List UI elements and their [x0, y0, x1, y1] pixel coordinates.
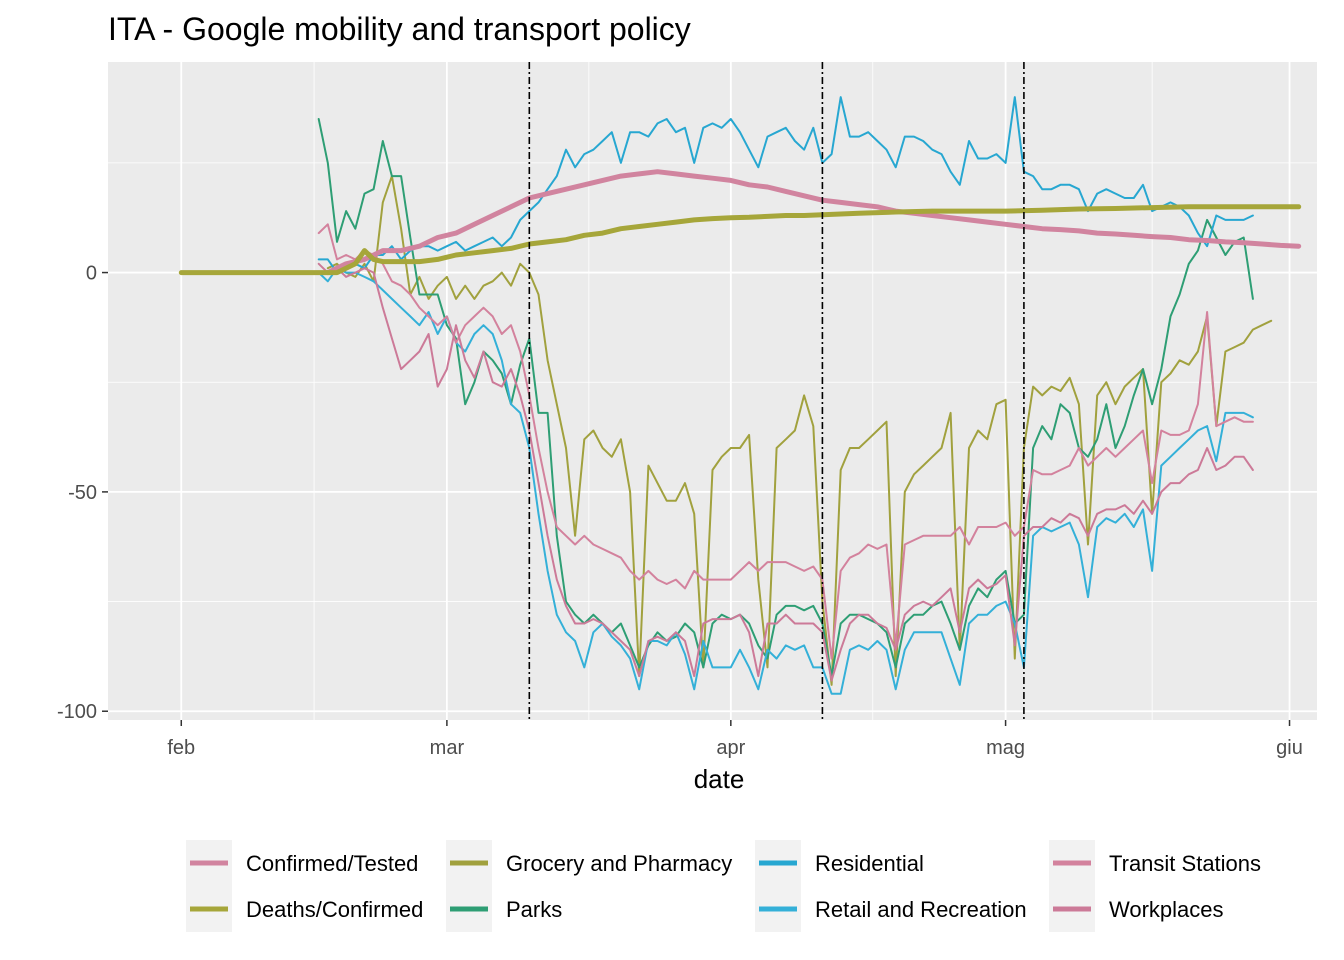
series-lines — [178, 96, 1302, 695]
legend: Confirmed/Tested Deaths/Confirmed Grocery … — [186, 840, 1261, 932]
legend-label: Retail and Recreation — [815, 897, 1027, 922]
legend-label: Transit Stations — [1109, 851, 1261, 876]
x-tick-label: mar — [430, 737, 465, 759]
x-tick-label: feb — [167, 737, 195, 759]
legend-label: Parks — [506, 897, 562, 922]
series-line-parks — [317, 118, 1254, 678]
x-tick-label: mag — [986, 737, 1025, 759]
axes: 0 -50 -100 feb mar apr mag giu — [57, 263, 1303, 759]
legend-label: Confirmed/Tested — [246, 851, 418, 876]
chart-title: ITA - Google mobility and transport poli… — [108, 11, 691, 47]
legend-label: Grocery and Pharmacy — [506, 851, 732, 876]
series-line-workplaces — [317, 262, 1254, 682]
legend-label: Deaths/Confirmed — [246, 897, 423, 922]
series-line-confirmed-tested — [325, 169, 1302, 276]
y-tick-label: -50 — [68, 482, 97, 504]
y-tick-label: -100 — [57, 701, 97, 723]
plot-panel — [108, 62, 1317, 720]
policy-date-lines — [528, 62, 1025, 720]
legend-label: Residential — [815, 851, 924, 876]
y-tick-label: 0 — [86, 263, 97, 285]
series-line-transit-stations — [317, 223, 1254, 660]
series-line-deaths-confirmed — [178, 204, 1302, 276]
legend-label: Workplaces — [1109, 897, 1224, 922]
x-tick-label: apr — [716, 737, 745, 759]
series-line-residential — [317, 96, 1254, 274]
series-line-retail-and-recreation — [317, 267, 1254, 695]
x-axis-title: date — [694, 764, 745, 794]
series-line-grocery-and-pharmacy — [326, 175, 1273, 686]
x-tick-label: giu — [1276, 737, 1303, 759]
